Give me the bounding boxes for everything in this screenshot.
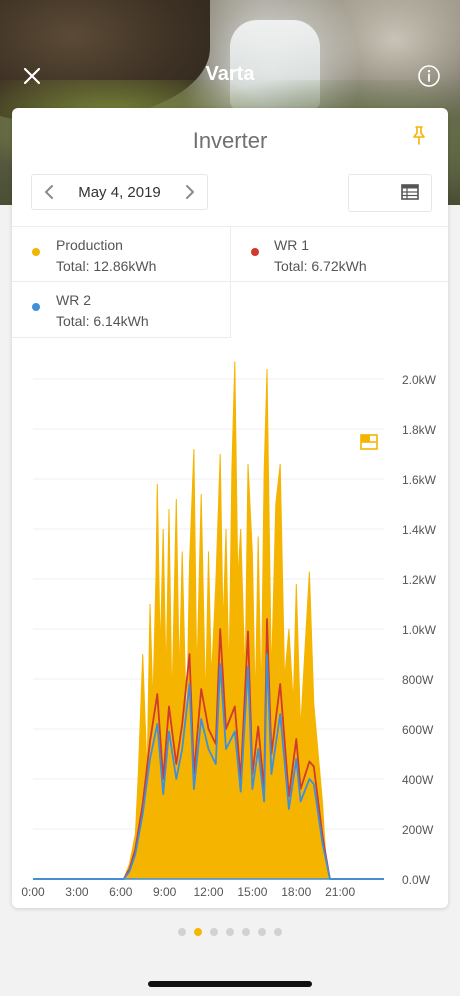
y-tick-label: 2.0kW [402, 373, 437, 387]
info-icon[interactable] [417, 64, 441, 88]
legend-name: WR 2 [56, 292, 91, 308]
x-tick-label: 9:00 [153, 885, 177, 899]
series-line-wr-2 [33, 653, 384, 880]
page-dot[interactable] [178, 928, 186, 936]
x-tick-label: 18:00 [281, 885, 311, 899]
home-indicator [148, 981, 312, 987]
legend-item-wr1[interactable]: WR 1 Total: 6.72kWh [231, 226, 448, 282]
legend-dot [32, 248, 40, 256]
legend-name: WR 1 [274, 237, 309, 253]
legend-item-wr2[interactable]: WR 2 Total: 6.14kWh [12, 282, 231, 338]
y-tick-label: 1.8kW [402, 423, 437, 437]
y-tick-label: 1.4kW [402, 523, 437, 537]
table-view-icon[interactable] [390, 175, 430, 211]
close-icon[interactable] [20, 64, 44, 88]
date-navigator: May 4, 2019 [31, 174, 208, 210]
page-dot[interactable] [258, 928, 266, 936]
page-dot[interactable] [194, 928, 202, 936]
inverter-card: Inverter May 4, 2019 Production Total: 1… [12, 108, 448, 908]
y-tick-label: 1.2kW [402, 573, 437, 587]
y-tick-label: 1.0kW [402, 623, 437, 637]
page-dot[interactable] [274, 928, 282, 936]
prev-day-button[interactable] [34, 175, 64, 209]
legend-total: Total: 6.14kWh [56, 313, 149, 329]
series-line-wr-1 [33, 618, 384, 880]
x-tick-label: 3:00 [65, 885, 89, 899]
x-tick-label: 21:00 [325, 885, 355, 899]
x-tick-label: 6:00 [109, 885, 133, 899]
production-chart[interactable]: 0.0W 200W 400W 600W 800W 1.0kW 1.2kW 1.4kW 1.6kW… [12, 358, 448, 908]
view-toggle [348, 174, 432, 450]
legend-total: Total: 12.86kWh [56, 258, 157, 274]
legend-total: Total: 6.72kWh [274, 258, 367, 274]
page-indicator [0, 923, 460, 936]
date-label[interactable]: May 4, 2019 [78, 184, 161, 201]
y-tick-label: 0.0W [402, 873, 431, 887]
legend-item-production[interactable]: Production Total: 12.86kWh [12, 226, 231, 282]
legend-name: Production [56, 237, 123, 253]
next-day-button[interactable] [175, 175, 205, 209]
x-tick-label: 15:00 [237, 885, 267, 899]
card-title: Inverter [192, 128, 268, 153]
page-dot[interactable] [210, 928, 218, 936]
series-area-production [33, 361, 384, 880]
chart-view-icon[interactable] [349, 425, 448, 908]
page-dot[interactable] [242, 928, 250, 936]
legend-dot [251, 248, 259, 256]
y-tick-label: 200W [402, 823, 434, 837]
x-tick-label: 0:00 [21, 885, 45, 899]
x-tick-label: 12:00 [193, 885, 223, 899]
y-tick-label: 600W [402, 723, 434, 737]
page-dot[interactable] [226, 928, 234, 936]
y-tick-label: 800W [402, 673, 434, 687]
pin-icon[interactable] [408, 124, 430, 146]
legend-dot [32, 303, 40, 311]
y-tick-label: 400W [402, 773, 434, 787]
y-tick-label: 1.6kW [402, 473, 437, 487]
